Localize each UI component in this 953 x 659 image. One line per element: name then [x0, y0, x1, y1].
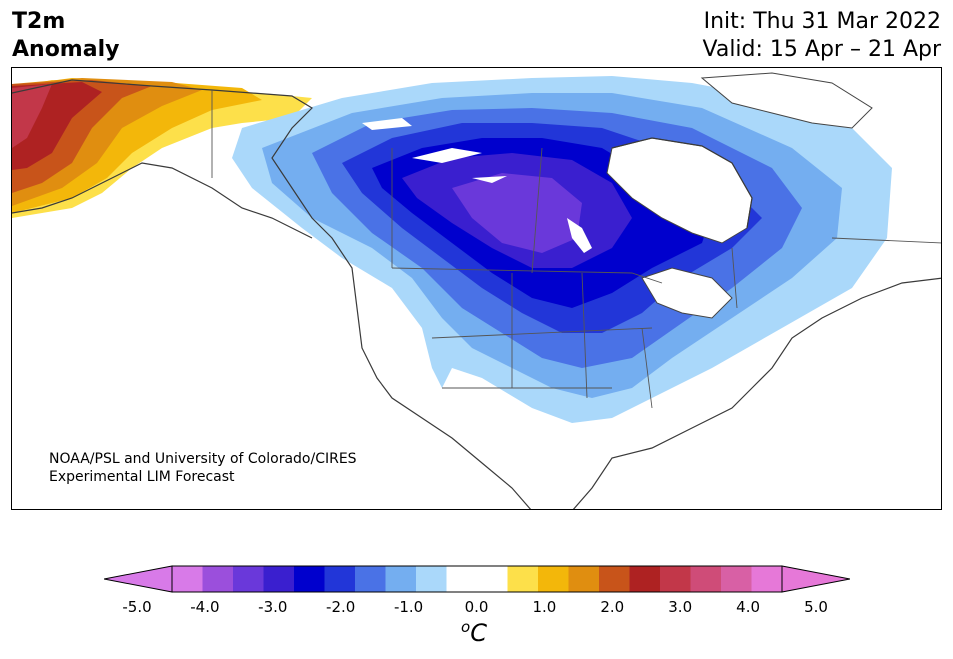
colorbar-segments — [104, 565, 850, 593]
colorbar-segment — [355, 566, 386, 592]
valid-date: Valid: 15 Apr – 21 Apr — [702, 37, 942, 62]
colorbar-tick-label: 4.0 — [736, 598, 761, 616]
credit-line-2: Experimental LIM Forecast — [49, 469, 235, 485]
colorbar-segment — [172, 566, 203, 592]
colorbar-segment — [416, 566, 447, 592]
colorbar-extend-max — [781, 565, 850, 593]
credit-line-1: NOAA/PSL and University of Colorado/CIRE… — [49, 451, 357, 467]
colorbar-segment — [721, 566, 752, 592]
colorbar-tick-label: 2.0 — [600, 598, 625, 616]
colorbar-outline — [171, 565, 783, 593]
colorbar — [104, 565, 850, 593]
cold-anomaly — [232, 76, 892, 423]
init-date: Init: Thu 31 Mar 2022 — [703, 9, 941, 34]
colorbar-segment — [660, 566, 691, 592]
colorbar-segment — [538, 566, 569, 592]
map-title: T2m Anomaly — [12, 8, 119, 64]
colorbar-segment — [446, 566, 478, 592]
forecast-dates: Init: Thu 31 Mar 2022 Valid: 15 Apr – 21… — [703, 8, 942, 64]
colorbar-segment — [294, 566, 325, 592]
map-canvas — [12, 72, 941, 509]
colorbar-tick-label: -2.0 — [326, 598, 356, 616]
unit-superscript: o — [461, 618, 471, 636]
colorbar-segment — [233, 566, 264, 592]
colorbar-tick-label: -4.0 — [190, 598, 220, 616]
colorbar-tick-label: -5.0 — [122, 598, 152, 616]
colorbar-tick-label: 3.0 — [668, 598, 693, 616]
political-borders — [211, 90, 941, 409]
title-line-2: Anomaly — [12, 37, 120, 62]
colorbar-tick-label: 5.0 — [804, 598, 828, 616]
alaska-warm-anomaly — [12, 78, 312, 218]
unit-letter: C — [470, 619, 487, 647]
colorbar-segment — [507, 566, 539, 592]
colorbar-unit: oC — [461, 618, 487, 647]
colorbar-segment — [263, 566, 295, 592]
colorbar-ticks: -5.0 -4.0 -3.0 -2.0 -1.0 0.0 1.0 2.0 3.0 4.0 5.0 — [0, 598, 953, 618]
colorbar-segment — [690, 566, 722, 592]
colorbar-tick-label: -1.0 — [393, 598, 424, 616]
colorbar-segment — [629, 566, 661, 592]
coastlines — [12, 79, 941, 509]
anomaly-map — [11, 67, 942, 510]
colorbar-tick-label: 1.0 — [532, 598, 557, 616]
colorbar-segment — [568, 566, 600, 592]
title-line-1: T2m — [12, 9, 66, 34]
colorbar-segment — [385, 566, 417, 592]
colorbar-segment — [477, 566, 508, 592]
colorbar-segment — [599, 566, 630, 592]
colorbar-segment — [324, 566, 356, 592]
colorbar-segment — [202, 566, 234, 592]
data-credit: NOAA/PSL and University of Colorado/CIRE… — [49, 450, 357, 486]
colorbar-extend-min — [104, 565, 173, 593]
colorbar-tick-label: -3.0 — [258, 598, 288, 616]
water-bodies — [362, 72, 873, 319]
colorbar-segment — [751, 566, 783, 592]
colorbar-tick-label: 0.0 — [464, 598, 489, 616]
